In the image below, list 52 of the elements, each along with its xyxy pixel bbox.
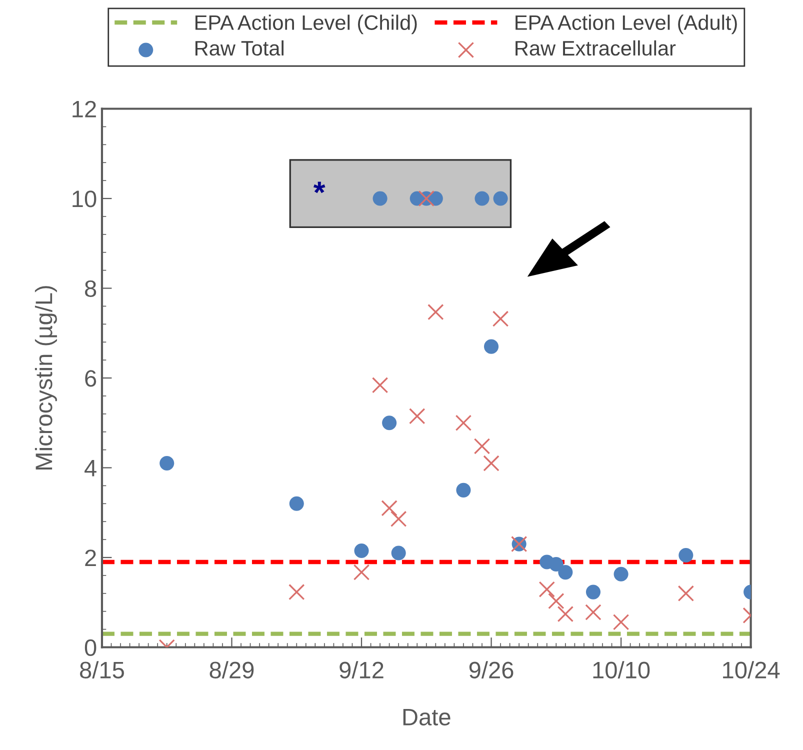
point xyxy=(289,496,304,511)
point xyxy=(390,510,407,528)
point xyxy=(474,191,490,206)
point xyxy=(483,455,500,472)
point xyxy=(456,482,471,498)
point xyxy=(492,310,509,327)
x-tick-label: 8/29 xyxy=(210,661,254,678)
point xyxy=(372,377,388,394)
point xyxy=(381,500,398,516)
point xyxy=(538,581,556,598)
point xyxy=(557,606,574,622)
legend-label: EPA Action Level (Adult) xyxy=(516,14,737,34)
y-tick-label: 8 xyxy=(85,280,96,298)
x-axis-title: Date xyxy=(403,709,450,726)
y-axis-title: Microcystin (µg/L) xyxy=(34,286,57,470)
point xyxy=(160,456,174,471)
point xyxy=(288,584,305,600)
x-tick-label: 9/26 xyxy=(469,661,514,678)
point xyxy=(474,438,490,454)
y-tick-label: 2 xyxy=(85,550,96,566)
legend-label: EPA Action Level (Child) xyxy=(195,14,417,34)
point xyxy=(484,339,499,354)
y-tick-label: 10 xyxy=(72,190,96,208)
point xyxy=(678,548,694,563)
x-tick-label: 9/12 xyxy=(340,661,384,678)
x-tick-label: 10/10 xyxy=(593,661,650,678)
point xyxy=(493,191,508,206)
point xyxy=(548,556,564,572)
point xyxy=(354,543,369,558)
y-tick-label: 6 xyxy=(85,370,96,387)
point xyxy=(585,604,602,620)
point xyxy=(428,304,444,320)
legend-label: Raw Extracellular xyxy=(516,40,676,56)
point xyxy=(391,546,406,560)
legend-label: Raw Total xyxy=(195,40,284,56)
x-tick-label: 8/15 xyxy=(80,661,124,678)
point xyxy=(409,408,426,424)
point xyxy=(455,414,472,431)
y-tick-label: 0 xyxy=(84,639,96,656)
point xyxy=(612,614,630,630)
point xyxy=(382,416,397,430)
point xyxy=(586,584,601,600)
y-tick-label: 4 xyxy=(84,460,96,476)
point xyxy=(372,191,388,206)
annotation: * xyxy=(313,182,326,194)
point xyxy=(678,585,694,602)
x-tick-label: 10/24 xyxy=(723,661,780,678)
point xyxy=(353,564,370,580)
point xyxy=(548,592,564,610)
point xyxy=(614,566,628,582)
y-tick-label: 12 xyxy=(72,100,96,118)
point xyxy=(558,565,573,580)
